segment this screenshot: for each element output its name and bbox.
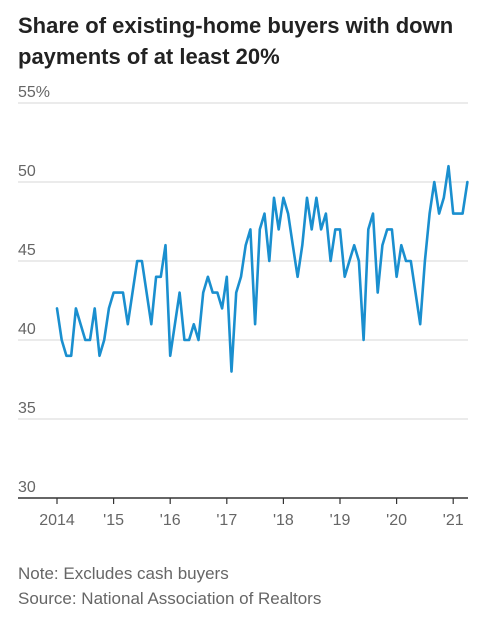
x-tick-label: '19: [330, 512, 351, 529]
y-tick-label: 50: [18, 163, 36, 180]
x-tick-label: '18: [273, 512, 294, 529]
chart-notes: Note: Excludes cash buyers Source: Natio…: [18, 561, 321, 611]
series-line: [55, 164, 469, 373]
chart-title: Share of existing-home buyers with down …: [18, 13, 454, 69]
y-tick-label: 45: [18, 242, 36, 259]
y-axis-labels: 30 35 40 45 50 55%: [18, 84, 50, 496]
y-tick-label: 55%: [18, 84, 50, 101]
x-tick-label: '17: [216, 512, 237, 529]
y-tick-label: 30: [18, 479, 36, 496]
x-tick-label: '21: [443, 512, 464, 529]
x-tick-label: '15: [103, 512, 124, 529]
x-tick-label: '20: [386, 512, 407, 529]
source-text: Source: National Association of Realtors: [18, 589, 322, 608]
x-tick-label: 2014: [39, 512, 75, 529]
x-tick-label: '16: [160, 512, 181, 529]
series-layer: [55, 164, 469, 373]
y-tick-label: 40: [18, 321, 36, 338]
note-text: Note: Excludes cash buyers: [18, 564, 229, 583]
y-tick-label: 35: [18, 400, 36, 417]
x-axis: 2014 '15 '16 '17 '18 '19 '20 '21: [18, 497, 468, 529]
